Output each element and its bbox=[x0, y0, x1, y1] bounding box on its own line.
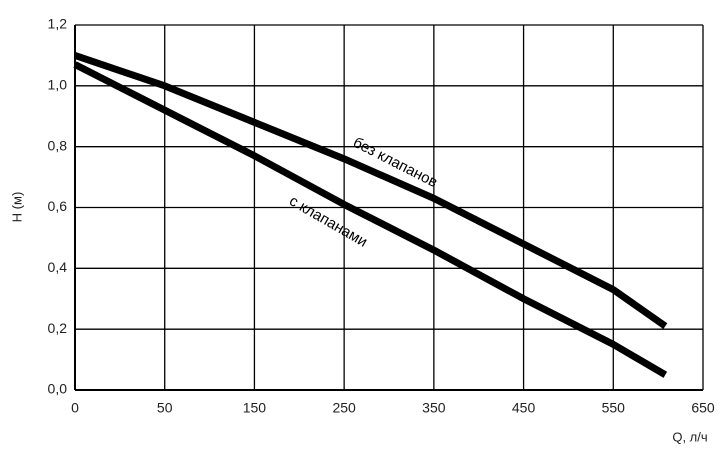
x-tick-label: 650 bbox=[691, 400, 715, 416]
line-series bbox=[73, 52, 668, 329]
y-tick-label: 1,0 bbox=[48, 77, 68, 93]
x-tick-label: 250 bbox=[332, 400, 356, 416]
y-tick-label: 0,0 bbox=[48, 381, 68, 397]
y-tick-label: 1,2 bbox=[48, 16, 68, 32]
x-tick-label: 350 bbox=[422, 400, 446, 416]
y-tick-label: 0,6 bbox=[48, 198, 68, 214]
y-tick-label: 0,4 bbox=[48, 259, 68, 275]
x-tick-label: 0 bbox=[71, 400, 79, 416]
y-tick-label: 0,2 bbox=[48, 320, 68, 336]
y-axis-label: H (м) bbox=[9, 192, 24, 223]
y-tick-label: 0,8 bbox=[48, 137, 68, 153]
x-tick-label: 450 bbox=[512, 400, 536, 416]
series-label: с клапанами bbox=[286, 192, 370, 250]
x-tick-label: 150 bbox=[243, 400, 267, 416]
line-series bbox=[73, 61, 668, 378]
x-tick-label: 550 bbox=[602, 400, 626, 416]
x-tick-label: 50 bbox=[157, 400, 173, 416]
x-axis-label: Q, л/ч bbox=[672, 429, 707, 444]
